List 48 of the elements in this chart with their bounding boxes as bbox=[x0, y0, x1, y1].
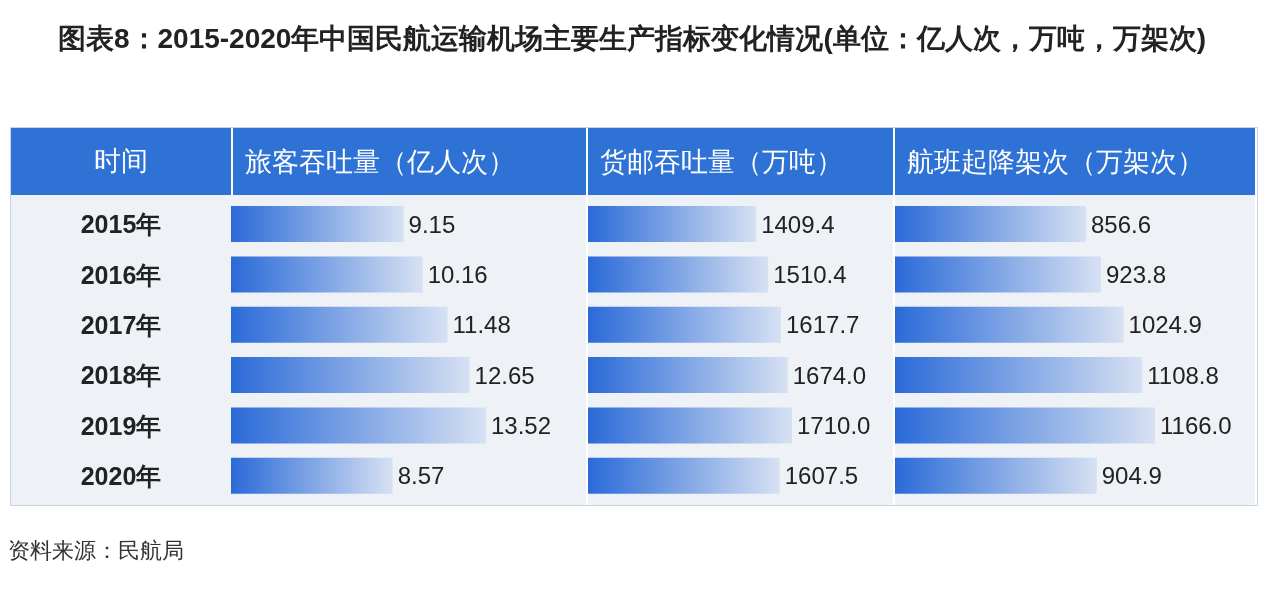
y-tick-label: 2015年 bbox=[80, 210, 162, 239]
data-label: 1617.7 bbox=[785, 311, 860, 339]
y-tick-label: 2019年 bbox=[80, 411, 162, 440]
data-label: 13.52 bbox=[491, 411, 552, 439]
data-label: 1108.8 bbox=[1146, 361, 1219, 389]
bar bbox=[231, 306, 448, 343]
y-tick-label: 2020年 bbox=[80, 461, 162, 490]
text: 资料来源：民航局 bbox=[8, 538, 184, 563]
bar bbox=[894, 357, 1142, 394]
data-label: 1409.4 bbox=[761, 210, 835, 238]
bar bbox=[894, 306, 1124, 343]
bar bbox=[588, 457, 780, 494]
data-label: 904.9 bbox=[1101, 462, 1162, 490]
bar bbox=[588, 256, 769, 293]
bar bbox=[231, 256, 423, 293]
data-label: 1166.0 bbox=[1159, 411, 1232, 439]
x-axis-title: 旅客吞吐量（亿人次） bbox=[244, 145, 516, 179]
bar bbox=[231, 357, 470, 394]
x-axis-title: 航班起降架次（万架次） bbox=[905, 145, 1205, 179]
data-label: 1510.4 bbox=[773, 260, 847, 288]
data-label: 923.8 bbox=[1105, 260, 1166, 288]
data-label: 1674.0 bbox=[792, 361, 867, 389]
bar bbox=[231, 457, 393, 494]
data-label: 9.15 bbox=[408, 210, 456, 238]
data-label: 856.6 bbox=[1090, 210, 1151, 238]
data-label: 10.16 bbox=[427, 260, 488, 288]
y-axis-title: 时间 bbox=[11, 128, 233, 195]
text: 图表8：2015-2020年中国民航运输机场主要生产指标变化情况(单位：亿人次，万吨，万架次) bbox=[56, 22, 1208, 56]
bar bbox=[588, 357, 788, 394]
bar bbox=[894, 206, 1086, 243]
y-tick-label: 2018年 bbox=[80, 361, 162, 390]
data-label: 1607.5 bbox=[784, 462, 859, 490]
bar bbox=[231, 206, 404, 243]
bar bbox=[588, 407, 792, 444]
data-label: 12.65 bbox=[474, 361, 535, 389]
data-label: 1710.0 bbox=[797, 411, 871, 439]
bar bbox=[231, 407, 486, 444]
x-axis-title: 货邮吞吐量（万吨） bbox=[599, 145, 844, 179]
y-tick-label: 2016年 bbox=[80, 260, 162, 289]
bar bbox=[894, 407, 1155, 444]
bar bbox=[588, 306, 781, 343]
bar bbox=[588, 206, 757, 243]
data-label: 8.57 bbox=[397, 462, 445, 490]
bar bbox=[894, 457, 1097, 494]
data-label: 1024.9 bbox=[1128, 311, 1202, 339]
data-label: 11.48 bbox=[452, 311, 511, 339]
bar bbox=[894, 256, 1101, 293]
y-tick-label: 2017年 bbox=[80, 310, 162, 339]
